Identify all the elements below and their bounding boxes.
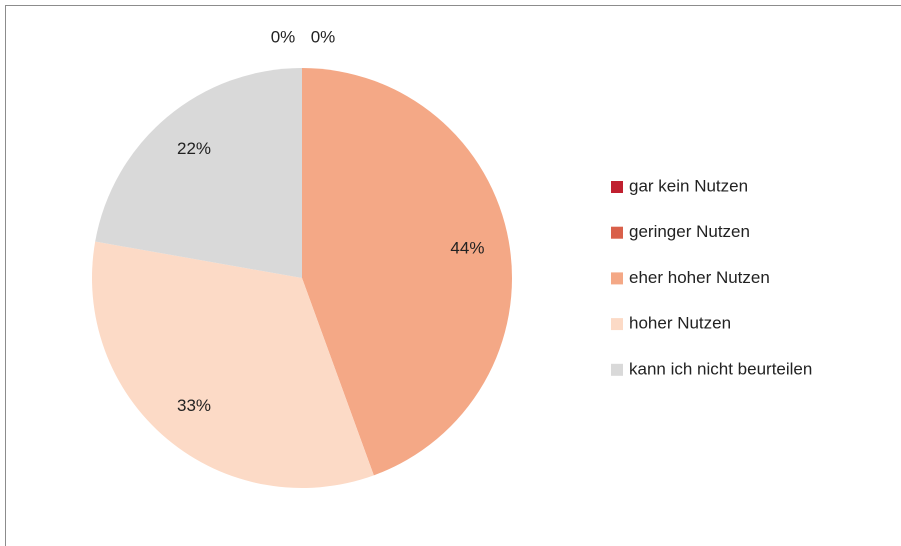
- pie-slice: [302, 68, 512, 476]
- legend-label: kann ich nicht beurteilen: [629, 359, 812, 378]
- legend-label: gar kein Nutzen: [629, 176, 748, 195]
- pie-slice: [95, 68, 302, 278]
- legend-swatch: [611, 226, 623, 239]
- legend-swatch: [611, 181, 623, 193]
- legend-swatch: [611, 363, 623, 376]
- legend-label: hoher Nutzen: [629, 314, 731, 333]
- legend-label: eher hoher Nutzen: [629, 268, 770, 287]
- legend-label: geringer Nutzen: [629, 222, 750, 241]
- legend-swatch: [611, 272, 623, 285]
- data-label: 0%: [311, 27, 336, 46]
- legend-swatch: [611, 318, 623, 331]
- data-label: 33%: [177, 396, 211, 415]
- pie-slice: [91, 241, 374, 488]
- data-label: 0%: [271, 27, 296, 46]
- data-label: 22%: [177, 139, 211, 158]
- data-label: 44%: [450, 238, 484, 257]
